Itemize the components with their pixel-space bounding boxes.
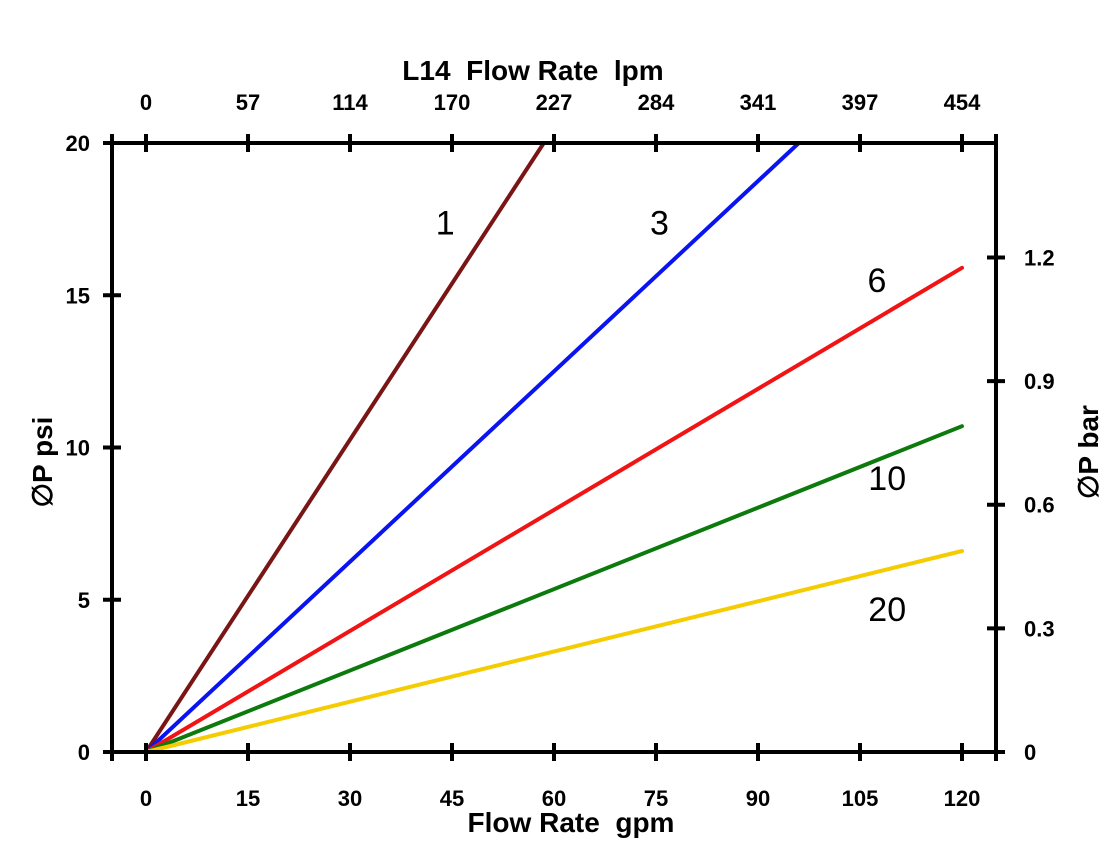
top-tick-label: 454 [944, 90, 981, 115]
series-line-3 [144, 141, 801, 754]
y2-tick-label: 0.9 [1024, 369, 1055, 394]
top-tick-label: 57 [236, 90, 260, 115]
x-tick-label: 90 [746, 786, 770, 811]
y2-tick-label: 0.3 [1024, 616, 1055, 641]
y-tick-label: 15 [66, 283, 90, 308]
top-tick-label: 341 [740, 90, 777, 115]
x-tick-label: 15 [236, 786, 260, 811]
series-label-6: 6 [868, 262, 887, 300]
labels-layer: L14 Flow Rate lpm Flow Rate gpm ∅P psi ∅… [27, 55, 1104, 838]
series-line-10 [144, 424, 964, 754]
series-label-20: 20 [868, 591, 906, 629]
y-tick-label: 5 [78, 588, 90, 613]
series-label-3: 3 [650, 204, 669, 242]
x-tick-label: 75 [644, 786, 668, 811]
x-tick-label: 60 [542, 786, 566, 811]
top-tick-label: 227 [536, 90, 573, 115]
y-axis-label: ∅P psi [27, 417, 58, 508]
series-line-1 [144, 141, 546, 754]
y-tick-label: 20 [66, 131, 90, 156]
series-label-10: 10 [868, 460, 906, 498]
top-tick-label: 0 [140, 90, 152, 115]
x-tick-label: 120 [944, 786, 981, 811]
top-tick-label: 397 [842, 90, 879, 115]
x-tick-label: 105 [842, 786, 879, 811]
y-tick-label: 0 [78, 740, 90, 765]
x-tick-label: 30 [338, 786, 362, 811]
series-layer [144, 141, 964, 754]
y2-tick-label: 0 [1024, 740, 1036, 765]
x-axis-label: Flow Rate gpm [468, 807, 675, 838]
series-line-6 [144, 265, 964, 754]
series-line-20 [144, 549, 964, 754]
x-tick-label: 0 [140, 786, 152, 811]
top-tick-label: 284 [638, 90, 675, 115]
chart-title: L14 Flow Rate lpm [402, 55, 663, 86]
y2-tick-label: 1.2 [1024, 245, 1055, 270]
series-label-1: 1 [436, 204, 455, 242]
y-tick-label: 10 [66, 436, 90, 461]
top-tick-label: 170 [434, 90, 471, 115]
x-tick-label: 45 [440, 786, 464, 811]
y2-axis-label: ∅P bar [1073, 405, 1104, 499]
y2-tick-label: 0.6 [1024, 493, 1055, 518]
top-tick-label: 114 [332, 90, 368, 115]
